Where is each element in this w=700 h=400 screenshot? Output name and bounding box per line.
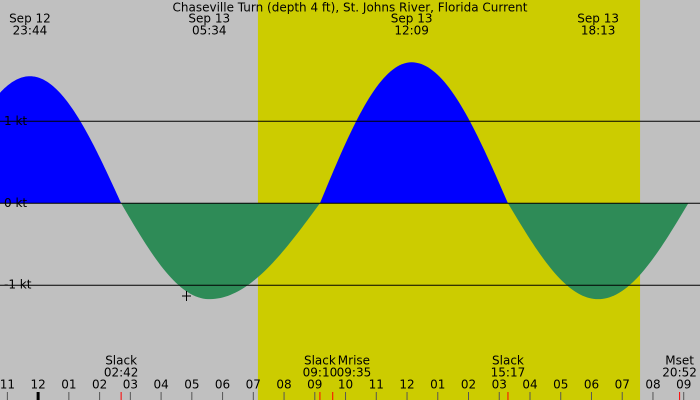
x-tick-label: 07 [615,378,630,392]
peak-date: Sep 13 [391,12,433,26]
x-tick-label: 02 [461,378,476,392]
event-label: Mrise [338,354,370,368]
event-label: Slack [105,354,137,368]
x-tick-label: 11 [369,378,384,392]
peak-time: 12:09 [394,24,429,38]
chart-title: Chaseville Turn (depth 4 ft), St. Johns … [173,1,528,15]
event-label: Mset [665,354,694,368]
event-label: Slack [304,354,336,368]
peak-date: Sep 13 [577,12,619,26]
x-tick-label: 07 [246,378,261,392]
ebb-area [121,203,320,300]
peak-date: Sep 13 [188,12,230,26]
x-tick-label: 06 [584,378,599,392]
x-tick-label: 08 [276,378,291,392]
event-time: 15:17 [491,366,526,380]
flood-area [319,62,508,204]
y-tick-label: -1 kt [4,278,32,292]
x-tick-label: 05 [184,378,199,392]
peak-time: 05:34 [192,24,227,38]
event-time: 09:35 [337,366,372,380]
x-tick-label: 04 [522,378,537,392]
y-tick-label: 1 kt [4,114,27,128]
peak-time: 18:13 [581,24,616,38]
x-tick-label: 12 [30,378,45,392]
x-tick-label: 04 [153,378,168,392]
x-tick-label: 03 [123,378,138,392]
x-tick-label: 05 [553,378,568,392]
y-tick-label: 0 kt [4,196,27,210]
x-tick-label: 09 [307,378,322,392]
x-tick-label: 10 [338,378,353,392]
x-tick-label: 02 [92,378,107,392]
event-label: Slack [492,354,524,368]
x-tick-label: 01 [430,378,445,392]
cursor [182,291,191,301]
x-tick-label: 01 [61,378,76,392]
event-time: 09:10 [303,366,338,380]
event-time: 02:42 [104,366,139,380]
flood-area [0,76,122,204]
event-time: 20:52 [662,366,697,380]
x-tick-label: 09 [676,378,691,392]
ebb-area [507,203,689,300]
peak-date: Sep 12 [9,12,51,26]
x-tick-label: 06 [215,378,230,392]
x-tick-label: 08 [645,378,660,392]
x-tick-label: 11 [0,378,15,392]
peak-time: 23:44 [13,24,48,38]
x-tick-label: 12 [399,378,414,392]
x-tick-label: 03 [492,378,507,392]
